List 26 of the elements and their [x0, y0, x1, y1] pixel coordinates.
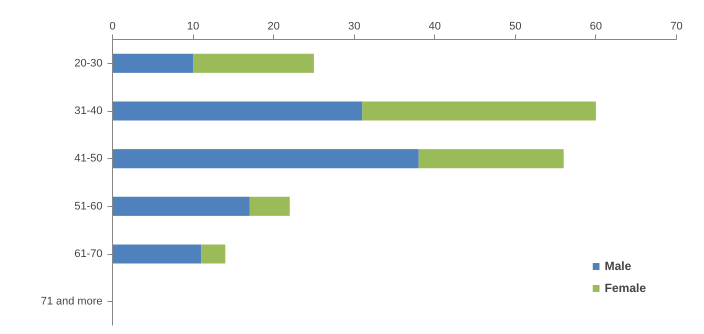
x-tick-label: 10: [186, 20, 200, 32]
x-tick-label: 50: [509, 20, 522, 32]
legend-label: Female: [604, 281, 646, 295]
bar: [193, 54, 314, 73]
y-tick-label: 20-30: [74, 57, 103, 70]
x-tick-label: 20: [268, 20, 280, 32]
x-tick-label: 0: [109, 20, 116, 32]
x-tick-label: 60: [590, 20, 602, 32]
y-tick-label: 61-70: [74, 248, 103, 260]
y-tick-label: 51-60: [74, 200, 103, 212]
bar: [112, 101, 362, 121]
x-tick-label: 30: [348, 20, 360, 32]
bar: [362, 101, 596, 121]
bar: [249, 196, 290, 216]
bar: [112, 196, 250, 216]
bar: [112, 244, 202, 264]
bar: [418, 149, 564, 168]
bar: [201, 244, 226, 264]
bar: [112, 54, 194, 73]
legend-label: Male: [604, 259, 632, 273]
x-tick-label: 70: [670, 20, 683, 32]
bar: [112, 149, 419, 168]
x-tick-label: 40: [428, 20, 441, 32]
y-tick-label: 71 and more: [40, 296, 103, 308]
y-tick-label: 41-50: [74, 152, 103, 165]
y-tick-label: 31-40: [74, 105, 103, 117]
